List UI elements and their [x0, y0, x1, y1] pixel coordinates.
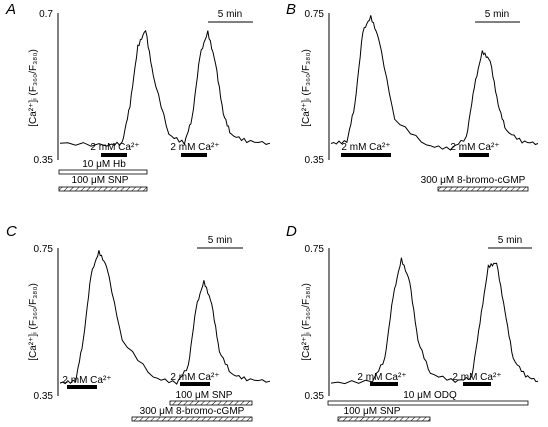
treatment-bar-snp — [337, 416, 431, 422]
treatment-label-8-bromo-cgmp: 300 μM 8-bromo-cGMP — [421, 175, 526, 186]
treatment-bar-8-bromo-cgmp — [437, 186, 529, 192]
calcium-bar-2 — [180, 382, 210, 386]
calcium-bar-label-1: 2 mM Ca²⁺ — [357, 372, 406, 383]
y-tick-label-max: 0.75 — [305, 9, 325, 20]
calcium-bar-label-2: 2 mM Ca²⁺ — [170, 142, 219, 153]
y-tick-label-min: 0.35 — [305, 391, 325, 402]
y-tick-label-max: 0.75 — [305, 244, 325, 255]
calcium-bar-2 — [181, 153, 207, 157]
treatment-label-8-bromo-cgmp: 300 μM 8-bromo-cGMP — [140, 406, 245, 417]
treatment-bar-8-bromo-cgmp — [131, 416, 253, 422]
y-axis-label: [Ca²⁺]ᵢ (F₃₆₀/F₃₈₀) — [28, 283, 39, 361]
y-tick-label-min: 0.35 — [34, 391, 54, 402]
calcium-bar-label-1: 2 mM Ca²⁺ — [62, 375, 111, 386]
treatment-label-snp: 100 μM SNP — [72, 175, 129, 186]
series-line — [59, 29, 271, 147]
treatment-bar-snp — [169, 400, 253, 406]
time-scale-label: 5 min — [485, 9, 509, 20]
calcium-bar-1 — [101, 153, 127, 157]
calcium-bar-label-1: 2 mM Ca²⁺ — [341, 142, 390, 153]
calcium-bar-2 — [463, 382, 491, 386]
calcium-bar-2 — [459, 153, 489, 157]
y-tick-label-max: 0.7 — [39, 9, 53, 20]
series-line — [59, 250, 271, 385]
calcium-bar-1 — [341, 153, 391, 157]
panel-letter: C — [6, 223, 17, 240]
y-axis-label: [Ca²⁺]ᵢ (F₃₆₀/F₃₈₀) — [301, 49, 312, 127]
panel-letter: D — [286, 223, 297, 240]
y-tick-label-min: 0.35 — [34, 155, 54, 166]
panel-b: B 0.75 0.35 [Ca²⁺]ᵢ (F₃₆₀/F₃₈₀) 5 min 2 … — [286, 1, 539, 192]
treatment-label-hb: 10 μM Hb — [82, 159, 126, 170]
calcium-bar-label-1: 2 mM Ca²⁺ — [90, 142, 139, 153]
calcium-bar-1 — [370, 382, 398, 386]
panel-letter: B — [286, 1, 296, 18]
calcium-bar-label-2: 2 mM Ca²⁺ — [450, 142, 499, 153]
series-line — [330, 257, 539, 385]
panel-c: C 0.75 0.35 [Ca²⁺]ᵢ (F₃₆₀/F₃₈₀) 5 min 2 … — [6, 223, 271, 422]
calcium-bar-1 — [67, 385, 97, 389]
panel-a: A 0.7 0.35 [Ca²⁺]ᵢ (F₃₆₀/F₃₈₀) 5 min 2 m… — [5, 1, 271, 192]
y-axis-label: [Ca²⁺]ᵢ (F₃₆₀/F₃₈₀) — [28, 49, 39, 127]
series-line — [330, 15, 539, 151]
time-scale-label: 5 min — [218, 9, 242, 20]
time-scale-label: 5 min — [498, 235, 522, 246]
treatment-bar-snp — [58, 186, 148, 192]
calcium-bar-label-2: 2 mM Ca²⁺ — [170, 372, 219, 383]
y-axis-label: [Ca²⁺]ᵢ (F₃₆₀/F₃₈₀) — [301, 283, 312, 361]
treatment-bar-hb — [58, 169, 148, 175]
treatment-bar-odq — [327, 400, 529, 406]
treatment-label-snp: 100 μM SNP — [344, 406, 401, 417]
panel-d: D 0.75 0.35 [Ca²⁺]ᵢ (F₃₆₀/F₃₈₀) 5 min 2 … — [286, 223, 539, 422]
y-tick-label-max: 0.75 — [34, 244, 54, 255]
panel-letter: A — [5, 1, 16, 18]
time-scale-label: 5 min — [208, 235, 232, 246]
calcium-bar-label-2: 2 mM Ca²⁺ — [452, 372, 501, 383]
treatment-label-odq: 10 μM ODQ — [403, 390, 457, 401]
treatment-label-snp: 100 μM SNP — [176, 390, 233, 401]
y-tick-label-min: 0.35 — [305, 155, 325, 166]
